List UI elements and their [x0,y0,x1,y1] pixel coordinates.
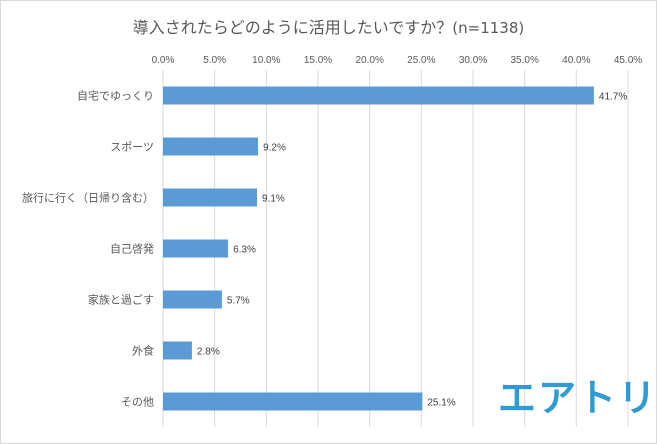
value-label: 2.8% [197,347,220,358]
x-tick-label: 20.0% [355,55,383,66]
category-label: スポーツ [110,141,154,154]
value-label: 6.3% [233,245,256,256]
bar [163,290,222,309]
value-label: 5.7% [227,296,250,307]
x-tick-label: 30.0% [459,55,487,66]
x-tick-label: 45.0% [614,55,642,66]
bar [163,86,594,105]
value-label: 25.1% [427,398,455,409]
category-label: 自己啓発 [110,242,154,256]
chart-title: 導入されたらどのように活用したいですか？(n=1138) [0,14,657,38]
sample-size-note: (n=1138) [452,19,525,37]
bar [163,392,423,411]
category-label: その他 [121,396,154,409]
category-label: 家族と過ごす [88,293,154,307]
value-labels: 41.7% 9.2% 9.1% 6.3% 5.7% 2.8% 25.1% [197,92,627,409]
x-tick-label: 15.0% [304,55,332,66]
bar [163,188,258,207]
bar [163,137,259,156]
x-tick-label: 40.0% [562,55,590,66]
grid-lines [162,70,629,427]
category-label: 自宅でゆっくり [77,89,154,103]
category-label: 旅行に行く（日帰り含む） [22,191,154,205]
value-label: 9.1% [262,194,285,205]
airtrip-logo: エアトリ [498,376,657,420]
category-label: 外食 [132,344,154,358]
bars [163,86,594,411]
x-tick-label: 0.0% [152,55,175,66]
value-label: 41.7% [599,92,627,103]
x-tick-label: 10.0% [252,55,280,66]
value-label: 9.2% [263,143,286,154]
chart-title-text: 導入されたらどのように活用したいですか？ [132,18,453,37]
x-tick-labels: 0.0% 5.0% 10.0% 15.0% 20.0% 25.0% 30.0% 35.0% 40… [152,55,643,66]
x-tick-label: 25.0% [407,55,435,66]
bar [163,341,192,360]
bar [163,239,229,258]
x-tick-label: 35.0% [510,55,538,66]
x-tick-label: 5.0% [203,55,226,66]
